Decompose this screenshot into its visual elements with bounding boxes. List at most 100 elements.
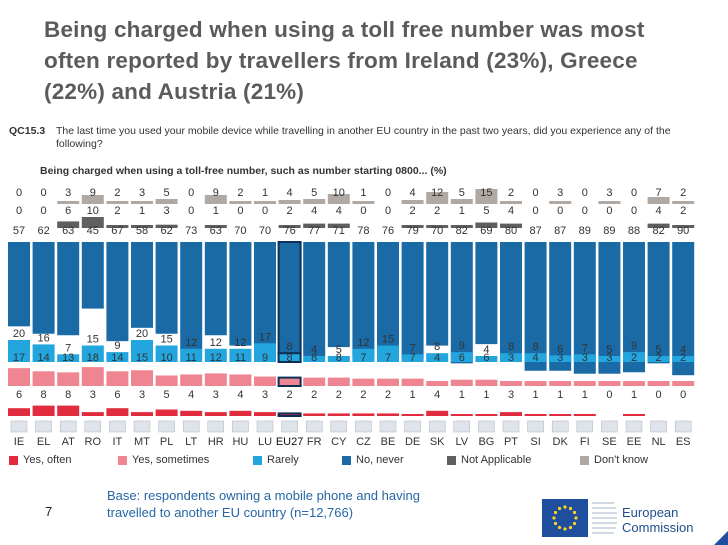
value-label-no-never: 58 [136,225,148,237]
value-label-no-never: 73 [185,225,197,237]
category-label: DK [553,436,569,448]
value-label-yes-often: 3 [90,389,96,401]
value-label-not-applicable: 2 [434,205,440,217]
value-label-no-never: 79 [406,225,418,237]
bar-dont-know [278,200,301,204]
value-label-no-never: 82 [456,225,468,237]
value-label-yes-sometimes: 17 [13,352,25,364]
bar-dont-know [647,197,670,204]
bar-yes-sometimes [672,381,695,386]
value-label-no-never: 78 [357,225,369,237]
value-label-yes-sometimes: 13 [62,352,74,364]
flag-icon [109,420,126,433]
value-label-yes-often: 4 [237,389,243,401]
value-label-dont-know: 15 [480,187,492,199]
value-label-yes-often: 6 [114,389,120,401]
flag-icon [478,420,495,433]
value-label-rarely: 15 [87,334,99,346]
flag-icon [674,420,692,433]
bar-no-never [426,242,449,346]
value-label-not-applicable: 2 [410,205,416,217]
value-label-yes-sometimes: 8 [287,352,293,364]
value-label-rarely: 5 [606,344,612,356]
bar-not-applicable [106,225,129,228]
bar-dont-know [303,199,326,204]
legend-label: Rarely [267,454,299,466]
bar-yes-often [204,412,227,416]
question-code: QC15.3 [9,125,46,137]
bar-dont-know [450,199,473,204]
value-label-yes-often: 1 [582,389,588,401]
bar-no-never [106,242,129,342]
value-label-yes-often: 2 [311,389,317,401]
value-label-not-applicable: 3 [164,205,170,217]
bar-dont-know [57,201,80,204]
bar-no-never [277,241,302,356]
page-title: Being charged when using a toll free num… [44,14,714,107]
legend-swatch [9,455,18,465]
bar-not-applicable [57,221,80,228]
legend-label: Don't know [594,454,649,466]
value-label-yes-often: 0 [680,389,686,401]
category-label: CZ [356,436,371,448]
value-label-no-never: 77 [308,225,320,237]
chart-title: Being charged when using a toll-free num… [40,165,447,177]
bar-rarely [426,353,449,362]
bar-dont-know [475,189,498,204]
category-label: FI [580,436,590,448]
value-label-yes-often: 1 [557,389,563,401]
value-label-dont-know: 1 [262,187,268,199]
value-label-dont-know: 5 [164,187,170,199]
bar-yes-often [450,414,473,416]
bar-yes-often [426,410,449,416]
value-label-dont-know: 0 [533,187,539,199]
bar-no-never [57,242,80,336]
bar-rarely [524,353,547,362]
bar-yes-sometimes [180,374,203,386]
value-label-no-never: 57 [13,225,25,237]
value-label-not-applicable: 0 [262,205,268,217]
value-label-dont-know: 1 [360,187,366,199]
value-label-not-applicable: 4 [508,205,514,217]
bar-yes-often [180,410,203,416]
bar-rarely [475,356,498,362]
value-label-not-applicable: 0 [631,205,637,217]
bar-dont-know [426,192,449,204]
category-label: FR [307,436,322,448]
bar-yes-often [229,410,252,416]
flag-icon [59,420,77,433]
value-label-not-applicable: 4 [656,205,662,217]
value-label-not-applicable: 2 [114,205,120,217]
bar-rarely [131,340,153,362]
value-label-yes-sometimes: 6 [459,352,465,364]
value-label-no-never: 70 [259,225,271,237]
bar-not-applicable [475,222,498,228]
value-label-yes-sometimes: 15 [136,352,148,364]
value-label-rarely: 7 [582,342,588,354]
bar-yes-often [401,414,424,416]
legend-swatch [253,455,262,465]
value-label-dont-know: 0 [582,187,588,199]
logo-text: European Commission [622,505,694,535]
value-label-no-never: 76 [283,225,295,237]
bar-no-never [401,242,424,359]
bar-no-never [155,242,178,334]
title-line: (22%) and Austria (21%) [44,79,305,104]
value-label-yes-often: 8 [65,389,71,401]
bar-yes-sometimes [623,381,645,386]
bar-dont-know [229,201,252,204]
flag-icon [379,420,397,433]
value-label-rarely: 6 [557,343,563,355]
bar-rarely [598,356,621,362]
value-label-yes-often: 2 [287,389,293,401]
category-label: LT [185,436,197,448]
legend-item-yes-sometimes: Yes, sometimes [118,454,209,466]
value-label-yes-sometimes: 11 [235,352,246,364]
value-label-dont-know: 0 [16,187,22,199]
value-label-not-applicable: 0 [188,205,194,217]
category-label: SK [430,436,445,448]
bar-no-never [327,242,350,348]
bar-yes-sometimes [549,381,572,386]
category-label: HU [232,436,248,448]
flag-icon [10,420,28,433]
